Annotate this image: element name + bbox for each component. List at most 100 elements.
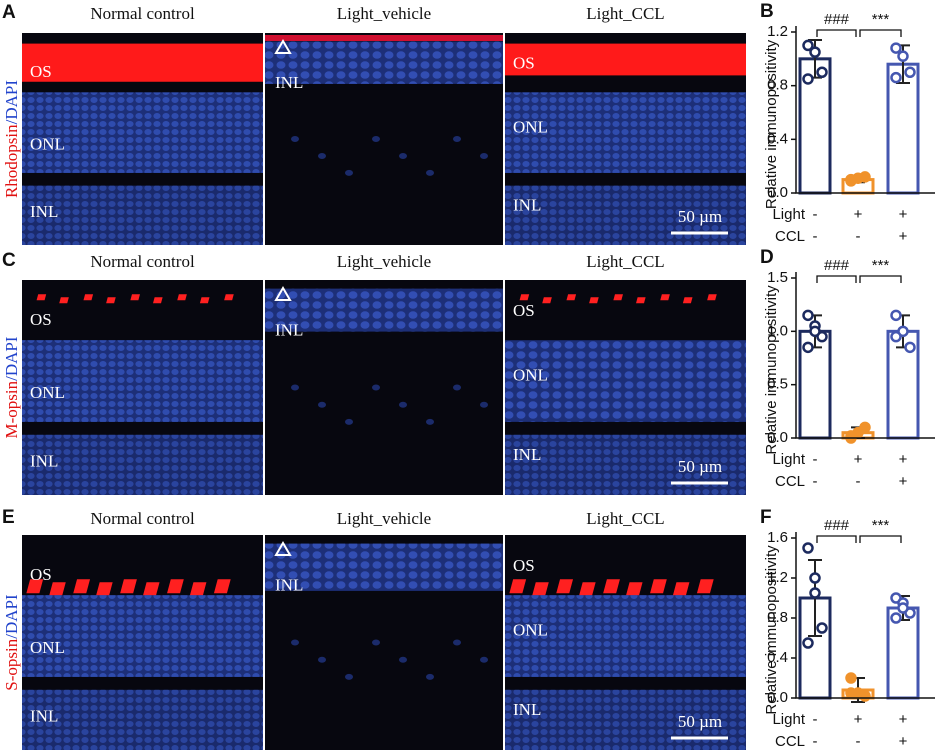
y-tick-label: 0.8 bbox=[767, 77, 788, 94]
os-dash bbox=[199, 297, 210, 304]
condition-mark: + bbox=[899, 733, 908, 750]
y-axis-label: Relative immunopositivity bbox=[763, 39, 780, 209]
layer-label: INL bbox=[30, 202, 58, 221]
scale-bar-label: 50 µm bbox=[678, 457, 722, 476]
lesion-marker bbox=[274, 541, 292, 556]
inl-nuclei bbox=[505, 689, 746, 750]
layer-label: INL bbox=[513, 196, 541, 215]
data-point bbox=[890, 71, 902, 84]
condition-mark: + bbox=[854, 206, 863, 223]
layer-label: ONL bbox=[513, 366, 548, 385]
condition-mark: + bbox=[899, 711, 908, 728]
layer-label: INL bbox=[513, 445, 541, 464]
data-point bbox=[802, 73, 814, 85]
os-dash bbox=[532, 582, 549, 597]
os-dash bbox=[660, 294, 670, 301]
panel-letter: D bbox=[760, 247, 774, 268]
os-dash bbox=[224, 294, 234, 301]
os-dash bbox=[589, 297, 599, 304]
condition-mark: - bbox=[856, 473, 861, 490]
onl-nuclei bbox=[22, 92, 263, 173]
os-dash bbox=[167, 579, 184, 594]
stain-label: Rhodopsin/DAPI bbox=[2, 80, 21, 198]
inl-nuclei bbox=[505, 434, 746, 495]
inl-nuclei bbox=[505, 185, 746, 245]
data-point bbox=[809, 46, 821, 58]
data-point bbox=[802, 542, 814, 554]
os-dash bbox=[625, 582, 643, 597]
scale-bar-label: 50 µm bbox=[678, 207, 722, 226]
data-point bbox=[859, 690, 871, 702]
os-dash bbox=[542, 297, 552, 304]
data-point bbox=[897, 602, 909, 614]
nucleus bbox=[372, 136, 380, 142]
inl-nuclei bbox=[265, 288, 503, 332]
os-dash bbox=[566, 294, 577, 301]
condition-mark: + bbox=[854, 451, 863, 468]
image-title: Light_CCL bbox=[586, 252, 664, 271]
condition-mark: - bbox=[813, 711, 818, 728]
nucleus bbox=[453, 136, 461, 142]
os-dash bbox=[59, 297, 69, 304]
sig-bracket bbox=[816, 535, 857, 543]
data-point bbox=[890, 330, 902, 343]
nucleus bbox=[480, 656, 488, 663]
os-dash bbox=[142, 582, 160, 597]
os-dash bbox=[73, 579, 91, 594]
os-dash bbox=[95, 582, 113, 597]
os-dash bbox=[153, 297, 163, 304]
data-point bbox=[890, 42, 902, 54]
sig-label: *** bbox=[872, 257, 890, 274]
os-dash bbox=[36, 294, 47, 301]
condition-mark: + bbox=[899, 451, 908, 468]
condition-label: CCL bbox=[775, 473, 805, 490]
condition-label: CCL bbox=[775, 733, 805, 750]
sig-bracket bbox=[859, 29, 902, 37]
inl-nuclei bbox=[22, 434, 263, 495]
layer-label: ONL bbox=[513, 621, 548, 640]
inl-nuclei bbox=[265, 543, 503, 591]
os-dash bbox=[177, 294, 187, 301]
nucleus bbox=[291, 639, 299, 646]
os-dash bbox=[26, 579, 44, 594]
panel-letter: A bbox=[2, 2, 16, 23]
panel-letter: B bbox=[760, 1, 774, 22]
layer-label: INL bbox=[275, 576, 303, 595]
y-tick-label: 0.4 bbox=[767, 130, 788, 147]
data-point bbox=[802, 341, 814, 354]
layer-label: INL bbox=[30, 707, 58, 726]
image-title: Light_CCL bbox=[586, 509, 664, 528]
axes bbox=[795, 272, 935, 439]
stain-part: M-opsin bbox=[2, 380, 21, 438]
os-dash bbox=[213, 579, 231, 594]
layer-label: ONL bbox=[30, 638, 65, 657]
bar bbox=[886, 62, 920, 195]
os-dash bbox=[519, 294, 530, 301]
os-dash bbox=[603, 579, 620, 594]
condition-mark: - bbox=[813, 473, 818, 490]
nucleus bbox=[453, 384, 461, 391]
layer-label: OS bbox=[513, 301, 535, 320]
nucleus bbox=[318, 152, 326, 159]
layer-label: INL bbox=[275, 73, 303, 92]
os-dash bbox=[578, 582, 596, 597]
onl-nuclei bbox=[505, 92, 746, 173]
stain-part: Rhodopsin bbox=[2, 124, 21, 198]
nucleus bbox=[399, 401, 407, 408]
data-point bbox=[809, 325, 821, 338]
data-point bbox=[845, 672, 857, 684]
y-axis-label: Relative immunopositivity bbox=[763, 285, 780, 455]
y-tick-label: 0.5 bbox=[767, 376, 788, 393]
data-point bbox=[816, 622, 828, 634]
image-title: Light_vehicle bbox=[337, 509, 431, 528]
y-tick-label: 1.2 bbox=[767, 23, 788, 40]
sig-bracket bbox=[816, 275, 857, 283]
axes bbox=[795, 26, 935, 194]
onl-nuclei bbox=[22, 340, 263, 422]
sig-label: ### bbox=[824, 517, 850, 534]
data-point bbox=[890, 309, 902, 322]
os-dash bbox=[556, 579, 574, 594]
data-point bbox=[904, 66, 916, 78]
onl-nuclei bbox=[505, 340, 746, 422]
stain-label: S-opsin/DAPI bbox=[2, 594, 21, 691]
